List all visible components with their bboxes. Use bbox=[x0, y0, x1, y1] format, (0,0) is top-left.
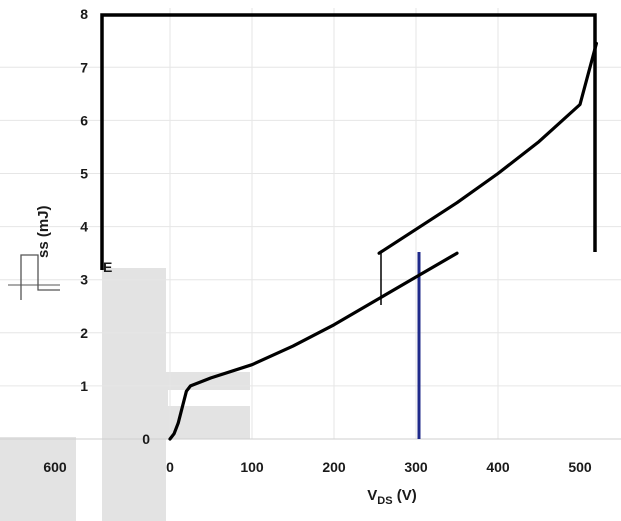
x-tick-label: 0 bbox=[166, 459, 174, 475]
y-axis-label-fragment: E bbox=[103, 259, 112, 275]
y-axis-label: ss (mJ) bbox=[35, 205, 52, 258]
y-tick-label: 8 bbox=[80, 6, 88, 22]
y-tick-label: 2 bbox=[80, 325, 88, 341]
y-tick-label: 5 bbox=[80, 166, 88, 182]
x-tick-label: 400 bbox=[486, 459, 510, 475]
x-axis-label: VDS (V) bbox=[367, 487, 416, 507]
y-tick-label: 7 bbox=[80, 59, 88, 75]
x-tick-label-extra: 600 bbox=[43, 459, 67, 475]
x-tick-label: 200 bbox=[322, 459, 346, 475]
y-tick-label: 1 bbox=[80, 378, 88, 394]
artifact-panel bbox=[102, 268, 166, 521]
y-tick-label: 3 bbox=[80, 272, 88, 288]
x-tick-label: 300 bbox=[404, 459, 428, 475]
artifact-bracket-left bbox=[20, 254, 60, 300]
y-tick-label: 4 bbox=[80, 219, 88, 235]
x-tick-label: 100 bbox=[240, 459, 264, 475]
plot-frame bbox=[100, 13, 597, 270]
series-line-1 bbox=[168, 251, 459, 441]
artifact-panel bbox=[0, 437, 76, 521]
series-line-2 bbox=[377, 41, 599, 255]
y-tick-label: 6 bbox=[80, 112, 88, 128]
x-tick-label: 500 bbox=[568, 459, 592, 475]
artifact-panel-gap bbox=[168, 390, 250, 406]
y-tick-label: 0 bbox=[142, 431, 150, 447]
